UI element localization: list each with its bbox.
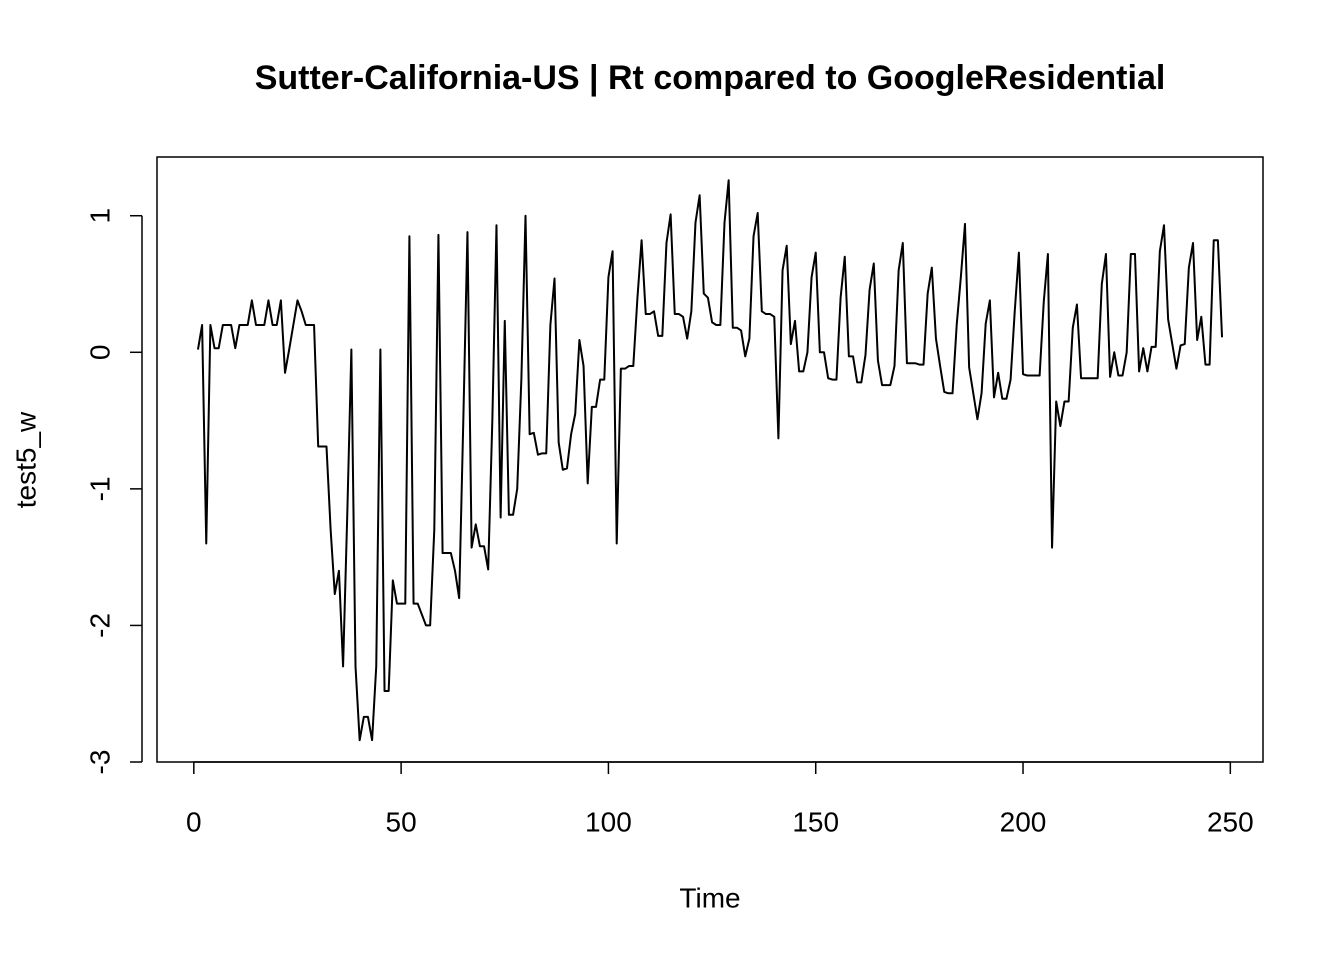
- x-tick-label: 200: [1000, 806, 1047, 837]
- y-axis-label: test5_w: [10, 411, 41, 508]
- y-tick-label: -1: [84, 476, 115, 501]
- y-tick-label: -2: [84, 613, 115, 638]
- x-tick-label: 150: [792, 806, 839, 837]
- chart-title: Sutter-California-US | Rt compared to Go…: [255, 59, 1166, 97]
- x-tick-label: 250: [1207, 806, 1254, 837]
- x-tick-label: 0: [186, 806, 202, 837]
- x-axis-label: Time: [679, 882, 740, 913]
- y-tick-label: 1: [84, 208, 115, 224]
- y-tick-label: -3: [84, 750, 115, 775]
- x-tick-label: 50: [386, 806, 417, 837]
- plot-frame: [156, 156, 1264, 763]
- x-tick-label: 100: [585, 806, 632, 837]
- series-line: [196, 179, 1224, 742]
- y-tick-label: 0: [84, 345, 115, 361]
